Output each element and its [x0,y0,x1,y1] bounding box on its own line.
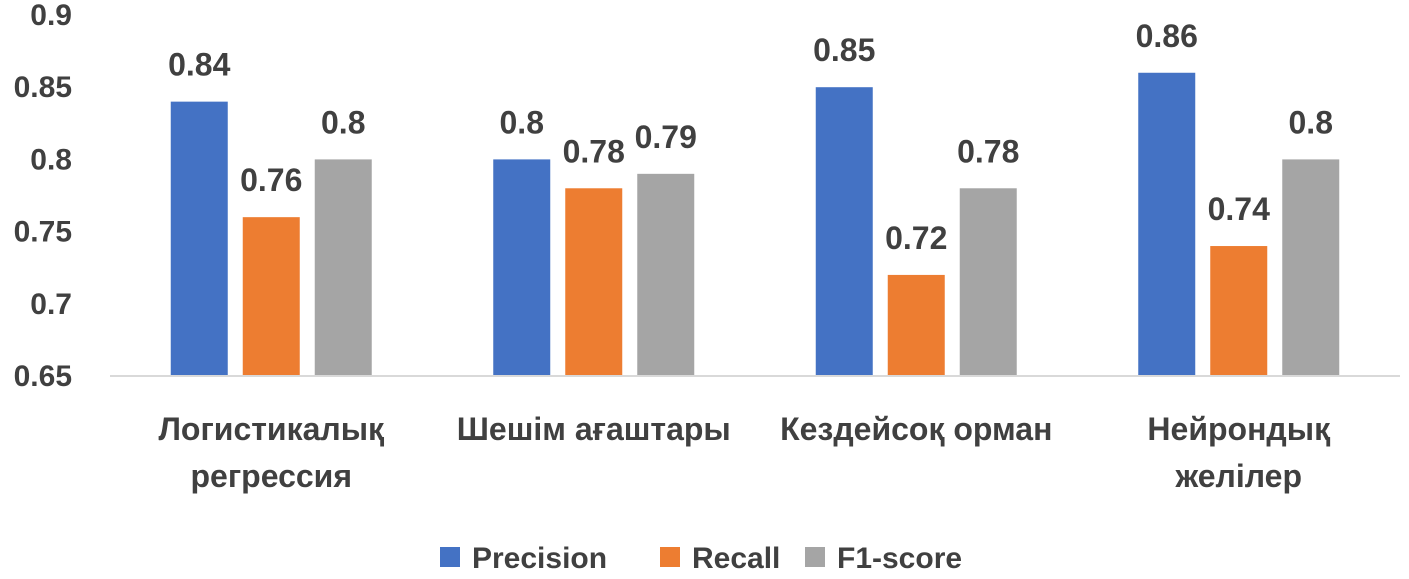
data-label: 0.84 [168,47,230,83]
x-category-label: Шешім ағаштары [457,411,731,447]
y-tick-label: 0.8 [30,143,72,176]
y-tick-label: 0.75 [14,216,72,249]
bar-precision [1138,72,1196,376]
bar-precision [170,101,228,376]
bar-recall [1210,246,1268,376]
legend-swatch [805,547,825,567]
y-tick-label: 0.7 [30,288,72,321]
x-category-label: регрессия [190,458,352,494]
data-label: 0.86 [1136,18,1198,54]
data-label: 0.76 [240,162,302,198]
data-label: 0.8 [500,104,544,140]
data-label: 0.8 [1289,104,1333,140]
y-axis-ticks: 0.65 0.7 0.75 0.8 0.85 0.9 [14,0,72,393]
bar-f1-score [637,173,695,376]
legend-swatch [660,547,680,567]
y-tick-label: 0.65 [14,360,72,393]
bars [170,72,1340,376]
data-labels: 0.84 0.76 0.8 0.8 0.78 0.79 0.85 0.72 0.78 0.86 0.… [168,18,1333,256]
x-category-label: Кездейсоқ орман [780,411,1052,447]
legend-label: Recall [692,542,780,574]
bar-f1-score [959,188,1017,376]
bar-precision [493,159,551,376]
x-category-label: Нейрондық [1147,411,1331,447]
data-label: 0.72 [885,220,947,256]
data-label: 0.78 [957,133,1019,169]
data-label: 0.79 [635,119,697,155]
y-tick-label: 0.9 [30,0,72,32]
data-label: 0.74 [1208,191,1270,227]
legend: Precision Recall F1-score [440,542,962,575]
x-axis-labels: Логистикалық регрессия Шешім ағаштары Кезде… [158,411,1331,494]
bar-precision [815,87,873,376]
x-category-label: желілер [1174,458,1302,494]
data-label: 0.85 [813,32,875,68]
bar-f1-score [1282,159,1340,376]
legend-label: F1-score [837,542,962,574]
data-label: 0.8 [321,104,365,140]
legend-label: Precision [472,542,607,574]
bar-recall [887,274,945,376]
data-label: 0.78 [563,133,625,169]
legend-swatch [440,547,460,567]
y-tick-label: 0.85 [14,71,72,104]
bar-recall [565,188,623,376]
x-category-label: Логистикалық [158,411,385,447]
bar-recall [242,217,300,376]
bar-f1-score [314,159,372,376]
